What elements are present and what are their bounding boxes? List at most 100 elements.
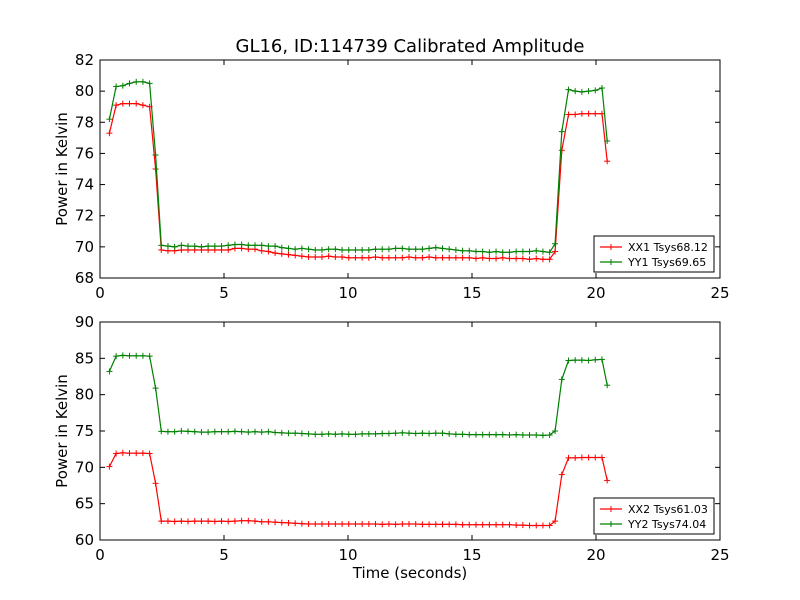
data-point — [185, 428, 192, 435]
y-tick-label: 76 — [75, 144, 94, 162]
data-point — [452, 246, 459, 253]
data-point — [392, 245, 399, 252]
data-point — [392, 254, 399, 261]
data-point — [513, 248, 520, 255]
y-tick-label: 80 — [75, 82, 94, 100]
x-tick-label: 25 — [710, 284, 729, 302]
data-point — [171, 518, 178, 525]
data-point — [412, 254, 419, 261]
data-point — [292, 252, 299, 259]
data-point — [506, 431, 513, 438]
y-tick-label: 70 — [75, 458, 94, 476]
data-point — [426, 253, 433, 260]
data-point — [106, 463, 113, 470]
data-point — [139, 450, 146, 457]
data-point — [218, 428, 225, 435]
data-point — [419, 246, 426, 253]
data-point — [325, 246, 332, 253]
data-point — [106, 368, 113, 375]
y-tick-label: 90 — [75, 313, 94, 331]
x-tick-label: 10 — [338, 546, 357, 564]
data-point — [412, 521, 419, 528]
data-point — [345, 431, 352, 438]
data-point — [432, 521, 439, 528]
data-point — [292, 430, 299, 437]
data-point — [466, 254, 473, 261]
y-tick-label: 60 — [75, 531, 94, 549]
data-point — [365, 246, 372, 253]
data-point — [565, 86, 572, 93]
data-point — [231, 428, 238, 435]
x-tick-label: 0 — [95, 546, 105, 564]
data-point — [238, 517, 245, 524]
data-point — [499, 521, 506, 528]
data-point — [245, 429, 252, 436]
data-point — [133, 100, 140, 107]
data-point — [272, 429, 279, 436]
legend-box — [593, 235, 715, 273]
data-point — [486, 249, 493, 256]
data-point — [164, 518, 171, 525]
data-point — [466, 247, 473, 254]
data-point — [352, 246, 359, 253]
data-point — [486, 521, 493, 528]
data-point — [178, 518, 185, 525]
data-point — [466, 521, 473, 528]
data-point — [119, 100, 126, 107]
data-point — [526, 256, 533, 263]
data-point — [486, 431, 493, 438]
data-point — [439, 521, 446, 528]
data-point — [513, 522, 520, 529]
data-point — [399, 521, 406, 528]
data-point — [558, 128, 565, 135]
data-point — [332, 521, 339, 528]
data-point — [146, 80, 153, 87]
data-point — [533, 255, 540, 262]
data-point — [318, 253, 325, 260]
data-point — [265, 428, 272, 435]
data-point — [585, 357, 592, 364]
data-point — [211, 243, 218, 250]
data-point — [499, 249, 506, 256]
data-point — [552, 428, 559, 434]
data-point — [312, 253, 319, 260]
data-point — [479, 248, 486, 255]
data-point — [205, 429, 212, 436]
y-tick-label: 68 — [75, 269, 94, 287]
data-point — [278, 519, 285, 526]
data-point — [432, 254, 439, 261]
data-point — [218, 243, 225, 250]
data-point — [211, 428, 218, 435]
data-point — [604, 382, 611, 389]
y-axis-label: Power in Kelvin — [53, 374, 71, 488]
data-point — [106, 116, 113, 123]
y-tick-label: 65 — [75, 495, 94, 513]
data-point — [139, 102, 146, 109]
data-point — [133, 352, 140, 359]
data-point — [479, 254, 486, 261]
data-point — [539, 248, 546, 255]
data-point — [225, 428, 232, 435]
data-point — [325, 521, 332, 528]
x-tick-label: 20 — [586, 546, 605, 564]
data-point — [332, 246, 339, 253]
data-point — [359, 254, 366, 261]
data-point — [352, 254, 359, 261]
data-point — [399, 254, 406, 261]
data-point — [285, 245, 292, 252]
data-point — [372, 521, 379, 528]
data-point — [258, 429, 265, 436]
data-point — [339, 521, 346, 528]
series-line-xx1 — [108, 102, 608, 260]
data-point — [265, 243, 272, 250]
data-point — [519, 248, 526, 255]
data-point — [113, 83, 120, 90]
data-point — [598, 454, 605, 461]
data-point — [533, 247, 540, 254]
data-point — [265, 518, 272, 525]
y-axis-label: Power in Kelvin — [53, 112, 71, 226]
data-point — [298, 253, 305, 260]
data-point — [385, 254, 392, 261]
data-point — [592, 110, 599, 117]
legend-label: XX2 Tsys61.03 — [628, 503, 708, 516]
